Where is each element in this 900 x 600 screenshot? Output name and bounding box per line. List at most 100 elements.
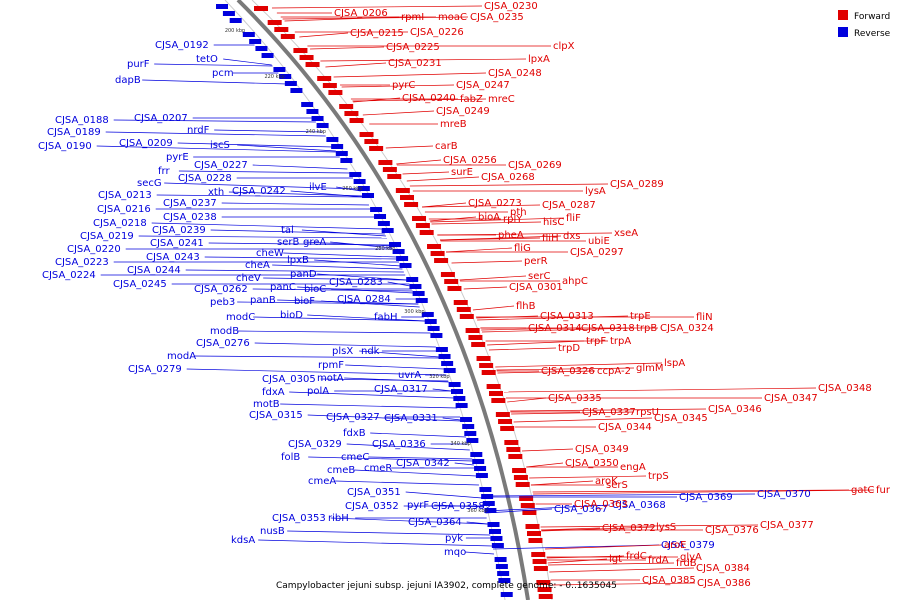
forward-gene-blocks	[254, 6, 553, 599]
reverse-gene-label: CJSA_0220	[67, 244, 121, 255]
reverse-gene-label: CJSA_0327	[326, 412, 380, 423]
reverse-gene-label: cmeA	[308, 476, 336, 487]
forward-gene-label: CJSA_0386	[697, 578, 751, 589]
forward-gene-label: ubiE	[588, 236, 610, 247]
reverse-gene-block	[255, 46, 268, 51]
forward-connector	[385, 145, 434, 149]
reverse-gene-label: plsX	[332, 346, 353, 357]
reverse-gene-label: CJSA_0331	[384, 413, 438, 424]
reverse-gene-label: polA	[307, 386, 329, 397]
forward-gene-block	[378, 160, 393, 165]
forward-gene-block	[293, 48, 308, 53]
forward-label-connectors	[271, 5, 875, 586]
reverse-gene-label: CJSA_0243	[146, 252, 200, 263]
reverse-connector	[178, 170, 350, 174]
reverse-connector	[177, 142, 334, 148]
reverse-gene-label: CJSA_0237	[163, 198, 217, 209]
forward-gene-block	[382, 167, 397, 172]
forward-gene-label: CJSA_0240	[402, 93, 456, 104]
reverse-gene-block	[481, 494, 494, 499]
reverse-gene-block	[472, 459, 485, 464]
reverse-gene-label: CJSA_0370	[757, 489, 811, 500]
forward-gene-block	[359, 132, 374, 137]
forward-connector	[548, 562, 675, 566]
reverse-connector	[237, 330, 431, 334]
reverse-connector	[96, 145, 337, 153]
reverse-connector	[237, 301, 419, 305]
forward-gene-block	[520, 503, 535, 508]
forward-gene-label: gatC	[851, 485, 874, 496]
reverse-connector	[156, 194, 365, 198]
forward-connector	[446, 247, 513, 253]
forward-connector	[487, 340, 585, 346]
reverse-connector	[105, 131, 326, 137]
reverse-gene-block	[396, 256, 409, 261]
reverse-gene-block	[349, 172, 362, 177]
reverse-gene-label: CJSA_0279	[128, 364, 182, 375]
forward-connector	[333, 72, 487, 78]
forward-gene-label: aroE	[664, 540, 686, 551]
reverse-connector	[317, 273, 408, 281]
reverse-connector	[464, 551, 495, 555]
reverse-gene-label: motB	[253, 399, 280, 410]
forward-connector	[540, 524, 759, 528]
reverse-gene-label: CJSA_0315	[249, 410, 303, 421]
reverse-gene-label: CJSA_0351	[347, 487, 401, 498]
tick-label: 320 kbp	[429, 374, 449, 380]
forward-connector	[510, 408, 707, 412]
forward-gene-label: CJSA_0349	[575, 444, 629, 455]
forward-gene-label: xseA	[614, 228, 638, 239]
forward-gene-label: CJSA_0256	[443, 155, 497, 166]
tick-label: 300 kbp	[404, 309, 424, 315]
reverse-connector	[485, 508, 553, 514]
forward-gene-label: CJSA_0226	[410, 27, 464, 38]
forward-gene-label: mreB	[440, 119, 467, 130]
forward-gene-block	[504, 440, 519, 445]
reverse-connector	[336, 186, 361, 192]
forward-gene-block	[369, 146, 384, 151]
reverse-gene-label: CJSA_0342	[396, 458, 450, 469]
reverse-connector	[289, 391, 455, 399]
reverse-gene-block	[500, 592, 513, 597]
reverse-gene-label: CJSA_0317	[374, 384, 428, 395]
forward-connector	[341, 84, 455, 88]
reverse-gene-block	[273, 67, 286, 72]
forward-gene-block	[528, 538, 543, 543]
forward-gene-block	[280, 34, 295, 39]
forward-gene-label: CJSA_0235	[470, 12, 524, 23]
tick-label: 340 kbp	[450, 441, 470, 447]
reverse-connector	[138, 235, 387, 239]
reverse-connector	[290, 190, 365, 198]
forward-gene-block	[471, 342, 486, 347]
reverse-connector	[484, 505, 490, 511]
forward-gene-block	[387, 174, 402, 179]
forward-gene-label: trpB	[636, 323, 657, 334]
reverse-gene-label: cmeR	[364, 463, 392, 474]
forward-gene-block	[274, 27, 289, 32]
forward-gene-block	[519, 496, 534, 501]
reverse-connector	[283, 252, 397, 258]
tick-label: 360 kbp	[467, 508, 487, 514]
reverse-gene-label: CJSA_0329	[288, 439, 342, 450]
reverse-connector	[321, 300, 420, 308]
reverse-gene-label: CJSA_0190	[38, 141, 92, 152]
forward-gene-label: CJSA_0384	[696, 563, 750, 574]
reverse-gene-block	[335, 151, 348, 156]
forward-gene-label: CJSA_0301	[509, 282, 563, 293]
forward-gene-block	[254, 6, 269, 11]
reverse-gene-block	[487, 522, 500, 527]
reverse-connector	[308, 456, 473, 462]
forward-gene-block	[495, 412, 510, 417]
forward-connector	[406, 176, 480, 182]
forward-gene-label: carB	[435, 141, 458, 152]
legend: Forward Reverse	[838, 10, 891, 39]
reverse-gene-block	[301, 102, 314, 107]
reverse-connector	[151, 222, 383, 230]
forward-gene-block	[532, 559, 547, 564]
reverse-gene-label: CJSA_0228	[178, 173, 232, 184]
reverse-gene-label: kdsA	[231, 535, 255, 546]
forward-connector	[463, 286, 508, 290]
forward-connector	[489, 347, 557, 351]
reverse-gene-label: panD	[290, 269, 317, 280]
